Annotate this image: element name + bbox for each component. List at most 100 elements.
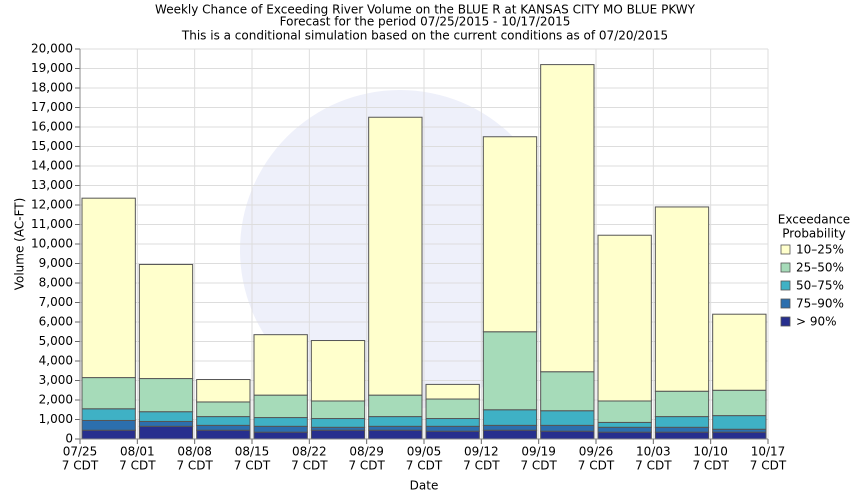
y-tick-label: 6,000 bbox=[39, 315, 73, 329]
x-tick-label: 7 CDT bbox=[119, 459, 156, 473]
bar-segment bbox=[425, 425, 480, 432]
bar-segment bbox=[138, 420, 194, 427]
bar-segment bbox=[81, 377, 136, 410]
bar-segment bbox=[482, 429, 538, 440]
bar-segment bbox=[482, 424, 538, 431]
x-tick-label: 09/05 bbox=[407, 445, 442, 459]
x-tick-label: 7 CDT bbox=[62, 459, 99, 473]
legend-swatch bbox=[780, 262, 791, 273]
y-tick-label: 12,000 bbox=[31, 198, 73, 212]
bar-segment bbox=[81, 429, 136, 440]
bar-segment bbox=[368, 416, 423, 427]
legend-label: 75–90% bbox=[796, 297, 844, 311]
bar-segment bbox=[712, 313, 767, 391]
bar-segment bbox=[654, 206, 710, 392]
x-tick-label: 7 CDT bbox=[176, 459, 213, 473]
y-tick-label: 17,000 bbox=[31, 100, 73, 114]
bar-segment bbox=[253, 425, 308, 433]
y-tick-label: 9,000 bbox=[39, 256, 73, 270]
bar-segment bbox=[138, 263, 194, 380]
bar-segment bbox=[81, 419, 136, 431]
bar-segment bbox=[425, 418, 480, 427]
bar-segment bbox=[368, 116, 423, 396]
bar-segment bbox=[597, 421, 652, 428]
y-tick-label: 16,000 bbox=[31, 120, 73, 134]
x-tick-label: 7 CDT bbox=[520, 459, 557, 473]
x-tick-label: 08/29 bbox=[349, 445, 384, 459]
bar-segment bbox=[540, 430, 595, 440]
bar-segment bbox=[253, 334, 308, 396]
bar-segment bbox=[196, 401, 251, 418]
y-tick-label: 18,000 bbox=[31, 81, 73, 95]
legend-label: > 90% bbox=[796, 315, 837, 329]
bar-segment bbox=[196, 379, 251, 403]
x-tick-label: 09/12 bbox=[464, 445, 499, 459]
bar-segment bbox=[196, 429, 251, 440]
x-tick-label: 7 CDT bbox=[406, 459, 443, 473]
legend-title: Exceedance bbox=[778, 213, 850, 227]
y-tick-label: 15,000 bbox=[31, 139, 73, 153]
bar-segment bbox=[597, 426, 652, 433]
bar-segment bbox=[540, 424, 595, 432]
x-tick-label: 08/01 bbox=[120, 445, 155, 459]
x-tick-label: 08/08 bbox=[177, 445, 212, 459]
bar-segment bbox=[425, 383, 480, 400]
bar-segment bbox=[138, 411, 194, 422]
y-tick-label: 1,000 bbox=[39, 412, 73, 426]
bar-segment bbox=[654, 416, 710, 428]
bar-segment bbox=[712, 415, 767, 430]
legend-swatch bbox=[780, 316, 791, 327]
x-tick-label: 08/15 bbox=[235, 445, 270, 459]
bar-segment bbox=[253, 394, 308, 419]
chart-note: This is a conditional simulation based o… bbox=[181, 29, 668, 43]
y-tick-label: 19,000 bbox=[31, 61, 73, 75]
x-tick-label: 7 CDT bbox=[291, 459, 328, 473]
x-tick-label: 7 CDT bbox=[348, 459, 385, 473]
legend-label: 10–25% bbox=[796, 243, 844, 257]
bar-segment bbox=[81, 408, 136, 421]
bar-segment bbox=[81, 197, 136, 379]
bar-segment bbox=[196, 424, 251, 431]
bar-segment bbox=[597, 234, 652, 402]
x-tick-label: 10/03 bbox=[636, 445, 671, 459]
bar-segment bbox=[597, 431, 652, 440]
bar-segment bbox=[482, 409, 538, 426]
bar-segment bbox=[597, 400, 652, 423]
legend-title: Probability bbox=[782, 227, 845, 241]
x-tick-label: 7 CDT bbox=[234, 459, 271, 473]
bar-segment bbox=[310, 429, 366, 440]
y-tick-label: 3,000 bbox=[39, 373, 73, 387]
bar-segment bbox=[368, 425, 423, 431]
x-tick-label: 10/10 bbox=[693, 445, 728, 459]
x-axis-label: Date bbox=[410, 479, 439, 493]
y-tick-label: 4,000 bbox=[39, 354, 73, 368]
axis-line bbox=[79, 49, 768, 440]
y-tick-label: 2,000 bbox=[39, 393, 73, 407]
chart-subtitle: Forecast for the period 07/25/2015 - 10/… bbox=[280, 15, 571, 29]
bar-segment bbox=[310, 400, 366, 420]
bar-segment bbox=[138, 378, 194, 413]
x-tick-label: 7 CDT bbox=[750, 459, 787, 473]
bar-segment bbox=[310, 418, 366, 428]
bar-segment bbox=[482, 331, 538, 411]
legend-swatch bbox=[780, 244, 791, 255]
x-tick-label: 09/26 bbox=[579, 445, 614, 459]
legend-swatch bbox=[780, 280, 791, 291]
x-tick-label: 08/22 bbox=[292, 445, 327, 459]
legend-label: 25–50% bbox=[796, 261, 844, 275]
bar-segment bbox=[368, 394, 423, 418]
legend-swatch bbox=[780, 298, 791, 309]
chart-title: Weekly Chance of Exceeding River Volume … bbox=[155, 3, 696, 17]
bar-segment bbox=[712, 431, 767, 440]
bar-segment bbox=[540, 371, 595, 412]
y-tick-label: 11,000 bbox=[31, 217, 73, 231]
y-tick-label: 5,000 bbox=[39, 334, 73, 348]
bar-segment bbox=[368, 429, 423, 440]
y-tick-label: 8,000 bbox=[39, 276, 73, 290]
bar-segment bbox=[712, 389, 767, 417]
y-axis-label: Volume (AC-FT) bbox=[13, 198, 27, 291]
x-tick-label: 07/25 bbox=[63, 445, 98, 459]
bar-segment bbox=[654, 426, 710, 433]
bar-segment bbox=[654, 390, 710, 418]
bar-segment bbox=[482, 136, 538, 333]
